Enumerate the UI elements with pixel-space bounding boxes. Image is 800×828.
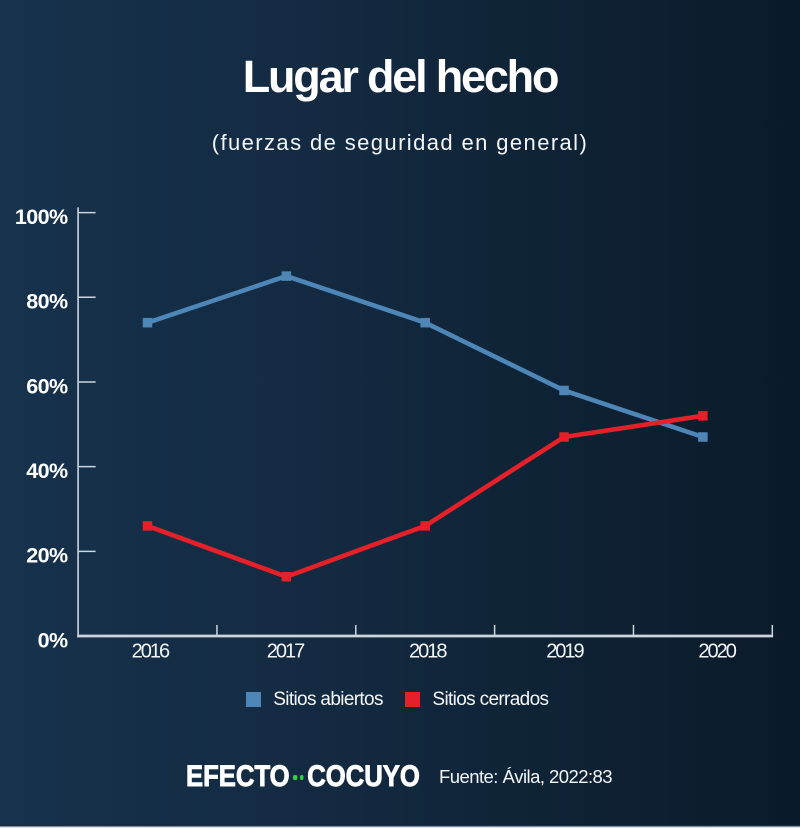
logo-word-cocuyo: COCUYO [307,759,420,793]
logo-dots-icon [293,775,304,780]
series-marker-0 [281,271,292,281]
source-note: Fuente: Ávila, 2022:83 [439,765,613,787]
x-tick-label: 2019 [546,641,584,663]
legend-swatch-abiertos [245,691,262,708]
y-tick-label: 100% [15,205,68,229]
series-marker-0 [420,317,430,328]
series-marker-0 [698,432,708,442]
logo-dot [293,775,298,780]
x-tick-label: 2017 [267,641,305,663]
series-line-0 [146,273,704,440]
y-tick-label: 80% [26,290,68,314]
logo-dot [299,775,304,780]
legend-item-sitios-cerrados: Sitios cerrados [404,689,549,710]
y-tick-label: 20% [26,544,68,568]
series-marker-1 [698,411,708,421]
bottom-edge-fade [0,824,800,828]
y-tick-label: 60% [26,374,68,398]
series-marker-1 [559,432,569,442]
legend-label-abiertos: Sitios abiertos [273,689,383,710]
legend-label-cerrados: Sitios cerrados [432,689,549,710]
y-tick-label: 0% [38,628,68,652]
series-marker-1 [420,521,430,531]
footer: EFECTO COCUYO [186,759,455,794]
legend-item-sitios-abiertos: Sitios abiertos [245,689,383,710]
series-marker-1 [281,571,292,582]
chart-subtitle: (fuerzas de seguridad en general) [211,130,589,155]
legend-swatch-cerrados [404,691,421,708]
x-tick-label: 2018 [409,641,447,663]
chart-title: Lugar del hecho [242,51,560,102]
series-marker-0 [559,385,569,396]
efecto-cocuyo-logo: EFECTO COCUYO [186,759,421,794]
series-marker-0 [142,317,153,328]
series-line-1 [146,413,704,580]
logo-word-efecto: EFECTO [186,759,290,793]
x-tick-label: 2020 [698,641,736,663]
chart-legend: Sitios abiertos Sitios cerrados [0,689,794,710]
x-tick-label: 2016 [132,641,170,663]
series-marker-1 [142,521,153,531]
y-tick-label: 40% [26,459,68,483]
